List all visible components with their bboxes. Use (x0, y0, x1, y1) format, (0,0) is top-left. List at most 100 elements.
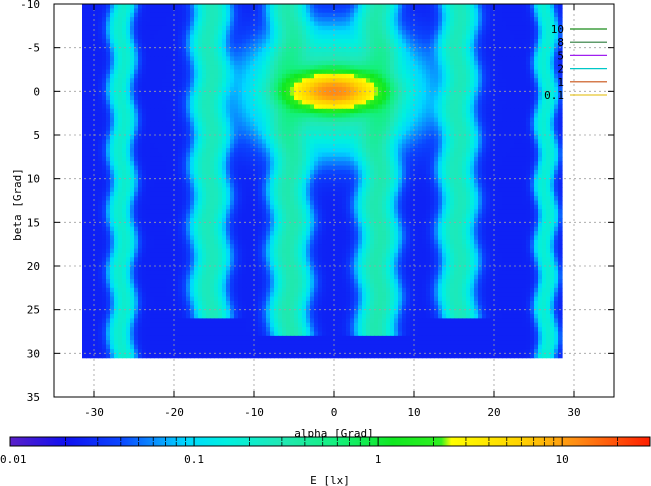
heatmap-cell (190, 165, 195, 171)
heatmap-cell (454, 34, 459, 40)
heatmap-cell (242, 130, 247, 136)
heatmap-cell (226, 60, 231, 66)
heatmap-cell (454, 65, 459, 71)
heatmap-cell (242, 113, 247, 119)
heatmap-cell (422, 108, 427, 114)
heatmap-cell (342, 108, 347, 114)
heatmap-cell (306, 104, 311, 110)
heatmap-cell (98, 25, 103, 31)
heatmap-cell (406, 82, 411, 88)
heatmap-cell (342, 178, 347, 184)
heatmap-cell (218, 47, 223, 53)
heatmap-cell (234, 104, 239, 110)
heatmap-cell (370, 30, 375, 36)
heatmap-cell (430, 21, 435, 27)
heatmap-cell (422, 117, 427, 123)
heatmap-cell (86, 121, 91, 127)
heatmap-cell (226, 165, 231, 171)
heatmap-cell (522, 121, 527, 127)
heatmap-cell (270, 174, 275, 180)
heatmap-cell (286, 73, 291, 79)
heatmap-cell (258, 17, 263, 23)
heatmap-cell (430, 139, 435, 145)
heatmap-cell (190, 78, 195, 84)
heatmap-cell (198, 25, 203, 31)
heatmap-cell (206, 174, 211, 180)
heatmap-cell (534, 56, 539, 62)
heatmap-cell (182, 56, 187, 62)
heatmap-cell (498, 21, 503, 27)
heatmap-cell (242, 135, 247, 140)
heatmap-cell (158, 183, 163, 188)
heatmap-cell (466, 86, 471, 92)
heatmap-cell (238, 100, 243, 106)
heatmap-cell (402, 60, 407, 66)
heatmap-cell (410, 169, 415, 175)
heatmap-cell (202, 113, 207, 119)
heatmap-cell (402, 100, 407, 106)
heatmap-cell (446, 95, 451, 101)
heatmap-cell (158, 17, 163, 23)
heatmap-cell (226, 12, 231, 18)
heatmap-cell (286, 65, 291, 71)
heatmap-cell (86, 100, 91, 106)
heatmap-cell (138, 25, 143, 31)
heatmap-cell (338, 56, 343, 62)
heatmap-cell (286, 56, 291, 62)
heatmap-cell (166, 38, 171, 44)
heatmap-cell (294, 30, 299, 36)
heatmap-cell (326, 121, 331, 127)
heatmap-cell (158, 56, 163, 62)
heatmap-cell (246, 78, 251, 84)
heatmap-cell (390, 43, 395, 49)
heatmap-cell (458, 126, 463, 132)
heatmap-cell (94, 165, 99, 171)
heatmap-cell (506, 34, 511, 40)
heatmap-cell (226, 52, 231, 57)
heatmap-cell (154, 152, 159, 158)
heatmap-cell (314, 178, 319, 184)
heatmap-cell (150, 60, 155, 66)
heatmap-cell (446, 130, 451, 136)
heatmap-cell (130, 34, 135, 40)
heatmap-cell (82, 17, 87, 23)
heatmap-cell (322, 8, 327, 14)
heatmap-cell (398, 12, 403, 18)
heatmap-cell (122, 43, 127, 49)
heatmap-cell (330, 121, 335, 127)
heatmap-cell (534, 104, 539, 110)
heatmap-cell (154, 34, 159, 40)
heatmap-cell (86, 161, 91, 167)
heatmap-cell (170, 34, 175, 40)
heatmap-cell (414, 43, 419, 49)
heatmap-cell (270, 113, 275, 119)
heatmap-cell (366, 34, 371, 40)
heatmap-cell (126, 86, 131, 92)
heatmap-cell (458, 82, 463, 88)
heatmap-cell (406, 139, 411, 145)
heatmap-cell (194, 69, 199, 75)
heatmap-cell (478, 130, 483, 136)
heatmap-cell (362, 30, 367, 36)
heatmap-cell (314, 91, 319, 97)
heatmap-cell (222, 126, 227, 132)
heatmap-cell (222, 165, 227, 171)
heatmap-cell (194, 100, 199, 106)
heatmap-cell (146, 113, 151, 119)
heatmap-cell (142, 108, 147, 114)
heatmap-cell (202, 78, 207, 84)
heatmap-cell (114, 139, 119, 145)
heatmap-cell (130, 91, 135, 97)
heatmap-cell (474, 25, 479, 31)
heatmap-cell (406, 65, 411, 71)
heatmap-cell (198, 104, 203, 110)
heatmap-cell (218, 183, 223, 188)
heatmap-cell (374, 8, 379, 14)
heatmap-cell (258, 143, 263, 149)
heatmap-cell (530, 117, 535, 123)
heatmap-cell (434, 47, 439, 53)
heatmap-cell (162, 152, 167, 158)
heatmap-cell (190, 25, 195, 31)
heatmap-cell (118, 82, 123, 88)
heatmap-cell (522, 34, 527, 40)
